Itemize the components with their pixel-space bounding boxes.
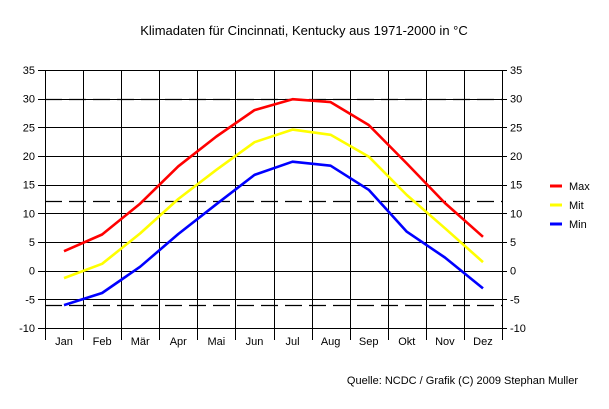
y-tick-label-left: 20 (23, 151, 35, 163)
legend-label-min: Min (569, 219, 587, 231)
y-tick-label-right: 25 (510, 122, 522, 134)
x-tick-label: Apr (170, 336, 187, 348)
source-note: Quelle: NCDC / Grafik (C) 2009 Stephan M… (347, 375, 578, 387)
x-axis: Jan Feb Mär Apr Mai Jun Jul Aug Sep Okt Nov Dez (55, 336, 493, 348)
x-tick-label: Dez (473, 336, 493, 348)
y-tick-label-right: -5 (510, 294, 520, 306)
series-lines (63, 97, 484, 307)
x-tick-label: Mai (208, 336, 226, 348)
series-line-min (63, 160, 484, 307)
x-tick-label: Jan (55, 336, 73, 348)
y-tick-label-right: 10 (510, 208, 522, 220)
y-tick-label-right: 35 (510, 65, 522, 77)
y-tick-label-left: 15 (23, 180, 35, 192)
y-tick-label-left: -5 (25, 294, 35, 306)
legend-label-max: Max (569, 181, 590, 193)
series-line-mit (63, 128, 484, 280)
series-line-max (63, 97, 484, 253)
legend-label-mit: Mit (569, 200, 584, 212)
legend: Max Mit Min (550, 181, 590, 231)
y-tick-label-left: -10 (19, 323, 35, 335)
x-tick-label: Okt (398, 336, 415, 348)
y-tick-label-left: 30 (23, 94, 35, 106)
chart-title: Klimadaten für Cincinnati, Kentucky aus … (140, 23, 468, 38)
x-tick-label: Sep (359, 336, 379, 348)
reference-lines (45, 98, 502, 307)
x-tick-label: Aug (321, 336, 341, 348)
y-tick-label-right: -10 (510, 323, 526, 335)
y-axis-right: -10 -5 0 5 10 15 20 25 30 35 (502, 65, 526, 335)
y-tick-label-right: 30 (510, 94, 522, 106)
y-tick-label-left: 10 (23, 208, 35, 220)
x-tick-label: Jun (246, 336, 264, 348)
y-tick-label-left: 5 (29, 237, 35, 249)
x-tick-label: Nov (435, 336, 455, 348)
y-tick-label-left: 25 (23, 122, 35, 134)
y-tick-label-right: 20 (510, 151, 522, 163)
x-tick-label: Jul (286, 336, 300, 348)
y-tick-label-right: 5 (510, 237, 516, 249)
y-tick-label-right: 15 (510, 180, 522, 192)
y-tick-label-left: 35 (23, 65, 35, 77)
y-axis-left: -10 -5 0 5 10 15 20 25 30 35 (19, 65, 45, 335)
y-tick-label-left: 0 (29, 266, 35, 278)
y-tick-label-right: 0 (510, 266, 516, 278)
grid (45, 70, 503, 340)
x-tick-label: Feb (93, 336, 112, 348)
x-tick-label: Mär (131, 336, 150, 348)
